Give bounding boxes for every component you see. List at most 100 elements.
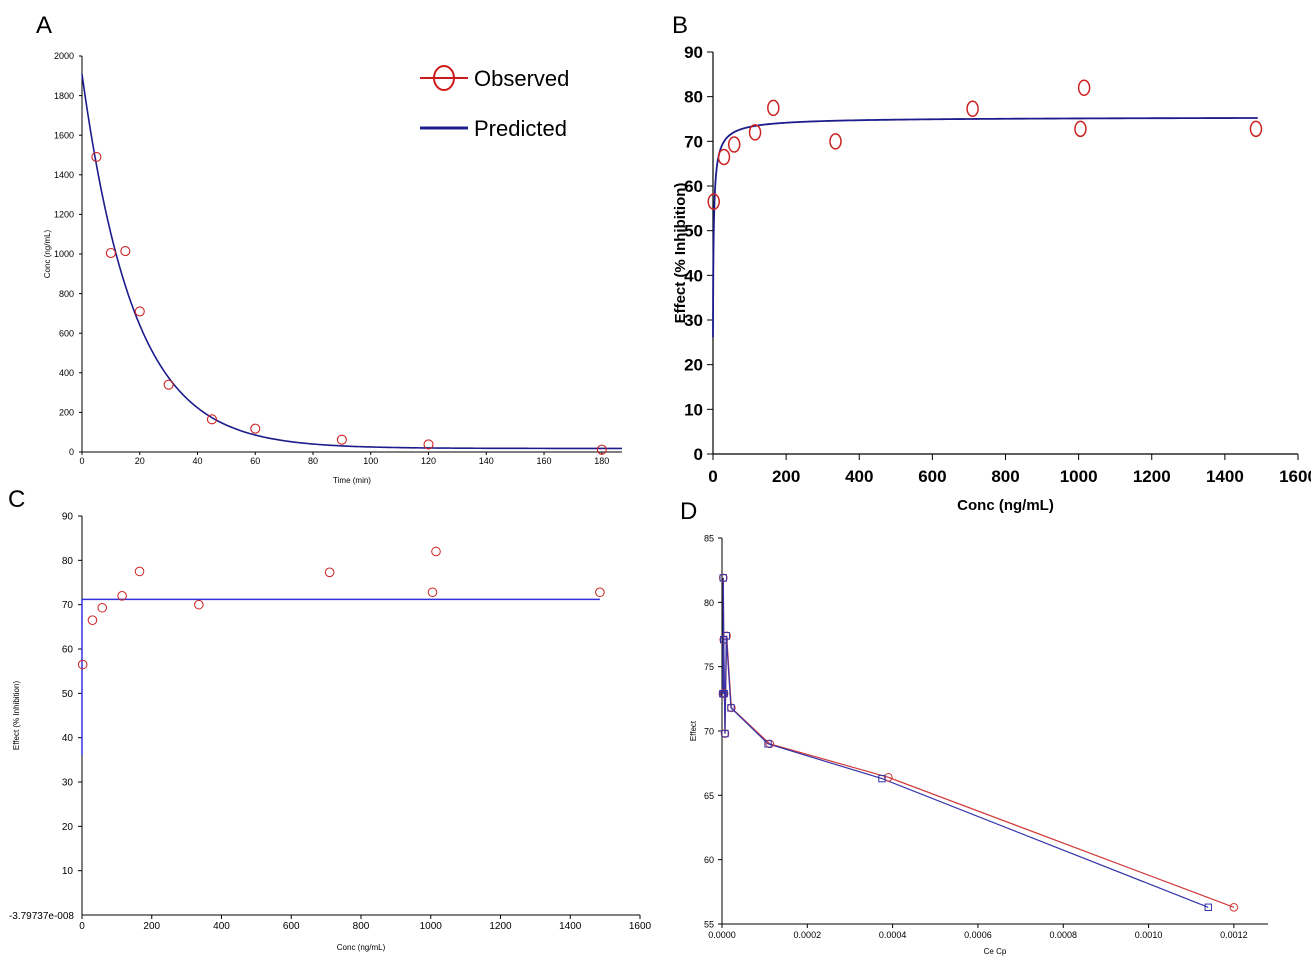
- chart-b-x-tick-label: 400: [845, 467, 873, 486]
- chart-a-x-tick-label: 180: [594, 456, 609, 466]
- chart-c-x-axis-title: Conc (ng/mL): [337, 943, 386, 952]
- chart-a-y-tick-label: 2000: [54, 51, 74, 61]
- chart-a-observed-point: [163, 379, 174, 390]
- chart-b-x-axis-title: Conc (ng/mL): [957, 497, 1054, 514]
- chart-a-observed-point: [91, 151, 102, 163]
- chart-a-y-tick-label: 200: [59, 408, 74, 418]
- chart-a-y-tick-label: 600: [59, 328, 74, 338]
- chart-c-y-tick-label: 20: [62, 822, 74, 833]
- chart-d-red-point: [719, 635, 729, 644]
- chart-d-x-axis-title: Ce Cp: [984, 947, 1007, 956]
- chart-c-observed-point: [134, 566, 145, 577]
- chart-d-x-tick-label: 0.0004: [879, 930, 907, 940]
- chart-b-observed-point: [767, 99, 780, 117]
- chart-d-red-point: [884, 773, 893, 782]
- chart-b-observed-point: [707, 193, 720, 210]
- chart-d-series-red-line: [722, 577, 1235, 908]
- chart-c-x-tick-label: 1000: [420, 921, 443, 932]
- panel-letter-c: C: [8, 486, 26, 513]
- chart-b-x-tick-label: 1000: [1060, 467, 1098, 486]
- chart-d-y-tick-label: 55: [704, 920, 714, 930]
- chart-a-observed-point: [250, 423, 261, 434]
- chart-c-x-tick-label: 200: [143, 921, 160, 932]
- chart-d-y-tick-label: 80: [704, 598, 714, 608]
- chart-c-y-tick-label: 70: [62, 600, 74, 611]
- chart-a-y-tick-label: 400: [59, 368, 74, 378]
- chart-a-observed-point: [134, 306, 145, 317]
- chart-b-x-tick-label: 800: [991, 467, 1019, 486]
- chart-a-x-tick-label: 0: [79, 456, 84, 466]
- chart-a-y-tick-label: 1400: [54, 170, 74, 180]
- chart-d-y-tick-label: 70: [704, 727, 714, 737]
- chart-b-x-tick-label: 1400: [1206, 467, 1244, 486]
- chart-a-observed-point: [120, 245, 131, 257]
- chart-d-x-tick-label: 0.0008: [1049, 930, 1077, 940]
- chart-c-observed-point: [77, 659, 88, 670]
- chart-b-y-tick-label: 70: [684, 132, 703, 151]
- chart-a-y-tick-label: 1000: [54, 249, 74, 259]
- chart-d-blue-point: [719, 689, 727, 698]
- chart-b-observed-point: [1249, 120, 1263, 138]
- chart-c-observed-point: [117, 591, 127, 601]
- chart-a-x-tick-label: 140: [479, 456, 494, 466]
- chart-c-y-zero-label: -3.79737e-008: [9, 911, 74, 922]
- chart-b-x-tick-label: 1600: [1279, 467, 1311, 486]
- panel-letter-b: B: [672, 12, 689, 39]
- chart-a-y-tick-label: 800: [59, 289, 74, 299]
- chart-c-y-tick-label: 90: [62, 512, 74, 523]
- chart-b-observed-point: [1077, 79, 1091, 96]
- chart-b-y-tick-label: 10: [684, 400, 703, 419]
- chart-a-x-tick-label: 40: [193, 456, 203, 466]
- chart-a-observed-point: [336, 434, 347, 445]
- chart-c-x-tick-label: 600: [283, 921, 300, 932]
- chart-d-red-point: [720, 729, 730, 738]
- chart-b-y-tick-label: 50: [684, 222, 703, 241]
- chart-c-observed-point: [324, 567, 335, 578]
- chart-b-x-tick-label: 200: [772, 467, 800, 486]
- chart-d-y-tick-label: 60: [704, 855, 714, 865]
- chart-d-y-tick-label: 65: [704, 791, 714, 801]
- chart-b-observed-point: [748, 124, 762, 141]
- chart-d-red-point: [718, 689, 728, 698]
- chart-a-x-tick-label: 80: [308, 456, 318, 466]
- chart-c-x-tick-label: 400: [213, 921, 230, 932]
- chart-d-series-blue-line: [722, 577, 1209, 908]
- chart-a-x-tick-label: 160: [537, 456, 552, 466]
- chart-a-observed-point: [423, 439, 434, 450]
- chart-a-legend-observed-label: Observed: [474, 66, 569, 91]
- chart-d-red-point: [1229, 902, 1239, 912]
- chart-c-y-tick-label: 10: [62, 866, 74, 877]
- chart-a-y-tick-label: 1600: [54, 130, 74, 140]
- chart-c-y-tick-label: 30: [62, 778, 74, 789]
- chart-d-red-point: [718, 573, 728, 583]
- chart-d-blue-point: [764, 740, 772, 748]
- chart-a-x-tick-label: 120: [421, 456, 436, 466]
- chart-b-x-tick-label: 600: [918, 467, 946, 486]
- chart-b-y-tick-label: 30: [684, 311, 703, 330]
- chart-a-y-axis-title: Conc (ng/mL): [43, 229, 52, 278]
- chart-c-observed-point: [194, 599, 204, 610]
- chart-c-y-tick-label: 40: [62, 733, 74, 744]
- chart-a-x-tick-label: 100: [363, 456, 378, 466]
- panel-letter-a: A: [36, 12, 53, 39]
- chart-b-y-tick-label: 80: [684, 88, 703, 107]
- chart-d-y-tick-label: 85: [704, 534, 714, 544]
- chart-c-x-tick-label: 1600: [629, 921, 652, 932]
- chart-b-y-tick-label: 40: [684, 266, 703, 285]
- chart-d-blue-point: [722, 632, 730, 640]
- chart-b-observed-point: [727, 136, 741, 153]
- chart-c-x-tick-label: 800: [353, 921, 370, 932]
- chart-a-y-tick-label: 0: [69, 447, 74, 457]
- chart-b-predicted-line: [712, 117, 1258, 338]
- chart-c-observed-point: [427, 587, 438, 598]
- chart-b-x-tick-label: 1200: [1133, 467, 1171, 486]
- chart-b-y-tick-label: 0: [694, 445, 703, 464]
- chart-a-y-tick-label: 1800: [54, 91, 74, 101]
- chart-c-y-tick-label: 80: [62, 556, 74, 567]
- chart-d-x-tick-label: 0.0002: [794, 930, 822, 940]
- chart-c-observed-point: [97, 602, 108, 613]
- chart-a-x-axis-title: Time (min): [333, 476, 371, 485]
- chart-b-observed-point: [1074, 120, 1087, 138]
- chart-d-x-tick-label: 0.0010: [1135, 930, 1163, 940]
